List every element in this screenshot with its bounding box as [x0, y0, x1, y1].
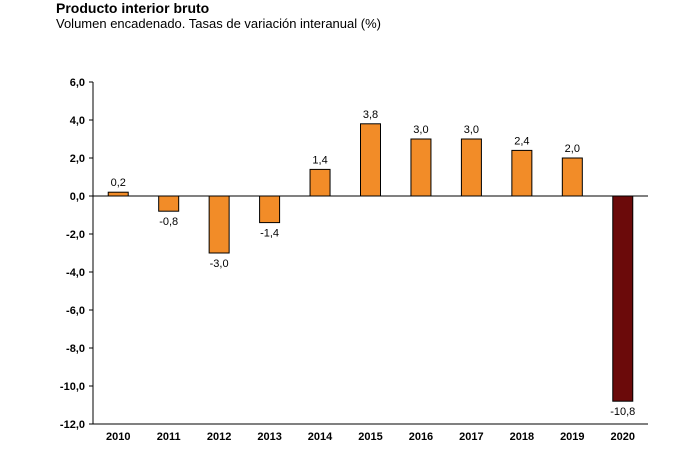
bar-2018: [511, 149, 533, 197]
bar-2011: [158, 195, 180, 212]
data-label-2010: 0,2: [111, 177, 126, 189]
y-tick-label: -4,0: [66, 267, 85, 279]
data-label-2018: 2,4: [514, 135, 529, 147]
y-tick-label: 4,0: [70, 115, 85, 127]
data-label-2017: 3,0: [464, 124, 479, 136]
bar-2017: [460, 138, 482, 197]
data-label-2015: 3,8: [363, 109, 378, 121]
x-tick-label-2016: 2016: [409, 431, 433, 443]
data-label-2013: -1,4: [260, 228, 279, 240]
y-tick-label: -12,0: [60, 419, 85, 431]
chart-subtitle: Volumen encadenado. Tasas de variación i…: [56, 16, 381, 31]
data-label-2016: 3,0: [413, 124, 428, 136]
y-tick-label: -8,0: [66, 343, 85, 355]
bar-2014: [309, 168, 331, 197]
x-tick-label-2013: 2013: [257, 431, 281, 443]
bar-2019: [561, 157, 583, 197]
data-label-2014: 1,4: [312, 154, 327, 166]
bar-2010: [107, 191, 129, 197]
y-tick-label: 6,0: [70, 77, 85, 89]
y-tick-label: 2,0: [70, 153, 85, 165]
data-label-2011: -0,8: [159, 216, 178, 228]
y-tick-label: -2,0: [66, 229, 85, 241]
bar-2012: [208, 195, 230, 254]
x-tick-label-2020: 2020: [611, 431, 635, 443]
bar-2015: [360, 123, 381, 197]
bar-2013: [259, 195, 281, 224]
x-tick-label-2014: 2014: [308, 431, 333, 443]
y-tick-label: -6,0: [66, 305, 85, 317]
x-tick-label-2017: 2017: [459, 431, 483, 443]
data-label-2012: -3,0: [210, 258, 229, 270]
y-tick-label: 0,0: [70, 191, 85, 203]
x-tick-label-2015: 2015: [358, 431, 382, 443]
data-label-2020: -10,8: [610, 406, 635, 418]
x-tick-label-2019: 2019: [560, 431, 584, 443]
x-tick-label-2010: 2010: [106, 431, 130, 443]
x-tick-label-2011: 2011: [157, 431, 181, 443]
chart-title: Producto interior bruto: [56, 0, 210, 16]
bar-2020: [612, 195, 634, 402]
bar-2016: [410, 138, 432, 197]
data-label-2019: 2,0: [565, 143, 580, 155]
y-tick-label: -10,0: [60, 381, 85, 393]
x-tick-label-2012: 2012: [207, 431, 231, 443]
x-tick-label-2018: 2018: [510, 431, 534, 443]
